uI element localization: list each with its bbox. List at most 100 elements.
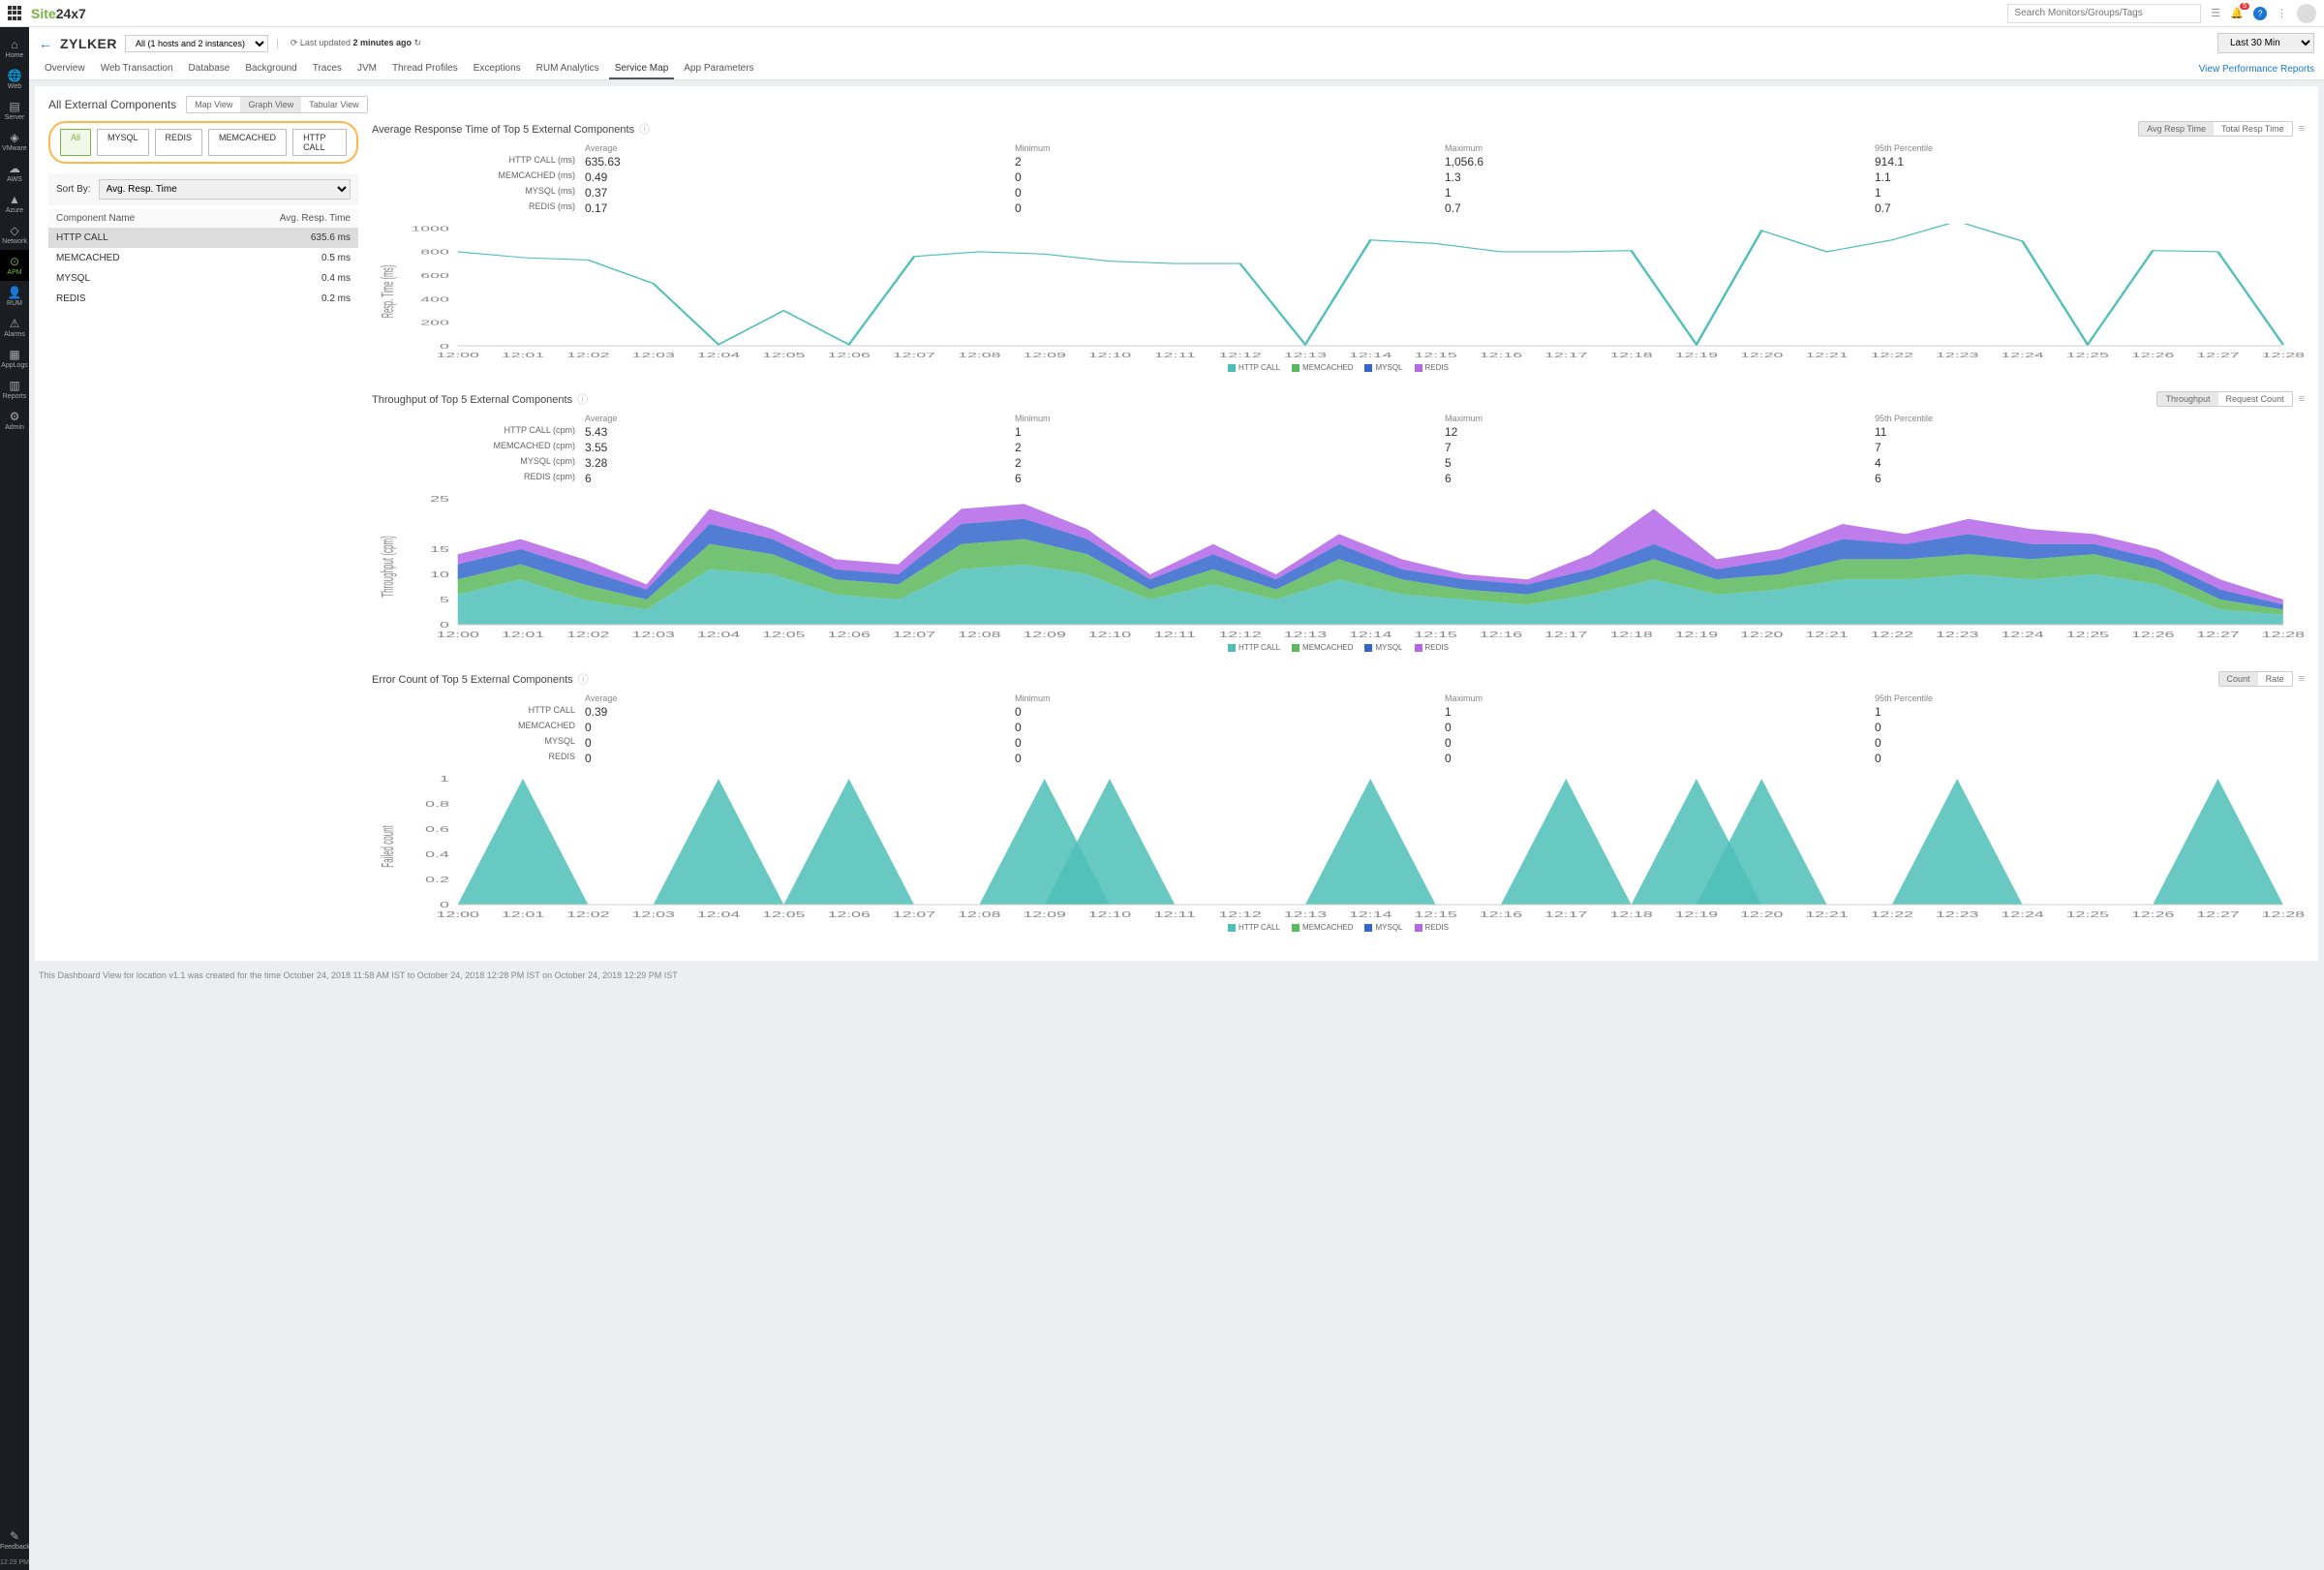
stats-value: 6 — [1875, 471, 2305, 486]
stats-col-header: 95th Percentile — [1875, 413, 2305, 424]
table-col-name: Component Name — [56, 213, 135, 224]
svg-text:12:15: 12:15 — [1414, 352, 1456, 359]
svg-text:12:12: 12:12 — [1218, 910, 1261, 919]
table-row[interactable]: MEMCACHED0.5 ms — [48, 248, 358, 268]
panel-title: All External Components — [48, 98, 176, 111]
alerts-icon[interactable]: 🔔5 — [2230, 7, 2244, 19]
svg-text:12:24: 12:24 — [2001, 352, 2044, 359]
chart-title: Average Response Time of Top 5 External … — [372, 121, 650, 137]
stats-row-label: MYSQL — [372, 735, 585, 751]
filter-pill-memcached[interactable]: MEMCACHED — [208, 129, 287, 156]
svg-text:12:14: 12:14 — [1349, 631, 1392, 639]
filter-pill-mysql[interactable]: MYSQL — [97, 129, 149, 156]
viewtab-tabular-view[interactable]: Tabular View — [301, 97, 366, 112]
back-arrow-icon[interactable]: ← — [39, 36, 52, 51]
last-updated-text: ⟳ Last updated 2 minutes ago ↻ — [290, 38, 421, 48]
stats-row-label: MEMCACHED — [372, 720, 585, 735]
sidebar-item-applogs[interactable]: ▦AppLogs — [0, 343, 29, 374]
sidebar-item-apm[interactable]: ⊙APM — [0, 250, 29, 281]
sidebar-feedback[interactable]: ✎Feedback — [0, 1524, 29, 1555]
sidebar-item-azure[interactable]: ▲Azure — [0, 188, 29, 219]
tab-traces[interactable]: Traces — [307, 59, 348, 79]
svg-text:12:01: 12:01 — [502, 631, 544, 639]
svg-text:12:27: 12:27 — [2196, 631, 2239, 639]
svg-text:1: 1 — [440, 775, 449, 784]
table-row[interactable]: MYSQL0.4 ms — [48, 268, 358, 289]
chart-tab[interactable]: Count — [2219, 672, 2258, 686]
tab-rum-analytics[interactable]: RUM Analytics — [531, 59, 605, 79]
chart-tab[interactable]: Rate — [2258, 672, 2292, 686]
chart-tab[interactable]: Throughput — [2157, 392, 2217, 406]
tab-exceptions[interactable]: Exceptions — [468, 59, 527, 79]
tab-overview[interactable]: Overview — [39, 59, 91, 79]
host-selector[interactable]: All (1 hosts and 2 instances) — [125, 35, 268, 52]
filter-pill-redis[interactable]: REDIS — [155, 129, 203, 156]
svg-text:12:01: 12:01 — [502, 910, 544, 919]
tab-background[interactable]: Background — [239, 59, 302, 79]
chart-tab[interactable]: Total Resp Time — [2214, 122, 2292, 136]
view-reports-link[interactable]: View Performance Reports — [2199, 64, 2314, 75]
table-row[interactable]: HTTP CALL635.6 ms — [48, 228, 358, 248]
stats-value: 6 — [585, 471, 1015, 486]
stats-row-label: MYSQL (ms) — [372, 185, 585, 200]
svg-text:12:00: 12:00 — [437, 352, 480, 359]
filter-pill-all[interactable]: All — [60, 129, 91, 156]
stats-value: 11 — [1875, 424, 2305, 440]
settings-icon[interactable]: ⋮ — [2277, 7, 2287, 19]
tab-app-parameters[interactable]: App Parameters — [678, 59, 759, 79]
filter-pill-http-call[interactable]: HTTP CALL — [292, 129, 347, 156]
help-icon[interactable]: ? — [2253, 7, 2267, 20]
page-title: ZYLKER — [60, 36, 117, 51]
svg-text:12:02: 12:02 — [566, 631, 609, 639]
stats-value: 0 — [1875, 720, 2305, 735]
svg-text:0.4: 0.4 — [425, 850, 449, 859]
svg-text:12:17: 12:17 — [1544, 631, 1587, 639]
svg-text:0.6: 0.6 — [425, 825, 449, 834]
chart-tab[interactable]: Request Count — [2218, 392, 2292, 406]
sidebar-item-home[interactable]: ⌂Home — [0, 33, 29, 64]
tab-database[interactable]: Database — [183, 59, 236, 79]
stats-value: 0 — [1015, 735, 1445, 751]
chart-tab[interactable]: Avg Resp Time — [2139, 122, 2214, 136]
global-search-input[interactable] — [2007, 4, 2201, 23]
svg-text:12:21: 12:21 — [1805, 352, 1848, 359]
svg-text:12:07: 12:07 — [893, 352, 935, 359]
svg-text:12:18: 12:18 — [1609, 910, 1653, 919]
viewtab-map-view[interactable]: Map View — [187, 97, 240, 112]
sidebar-item-vmware[interactable]: ◈VMware — [0, 126, 29, 157]
stats-col-header: Maximum — [1445, 142, 1875, 154]
svg-text:12:06: 12:06 — [827, 352, 870, 359]
svg-text:12:17: 12:17 — [1544, 910, 1587, 919]
sidebar-item-reports[interactable]: ▥Reports — [0, 374, 29, 405]
sidebar-item-web[interactable]: 🌐Web — [0, 64, 29, 95]
sidebar-item-rum[interactable]: 👤RUM — [0, 281, 29, 312]
viewtab-graph-view[interactable]: Graph View — [240, 97, 301, 112]
sidebar-item-network[interactable]: ◇Network — [0, 219, 29, 250]
table-row[interactable]: REDIS0.2 ms — [48, 289, 358, 309]
sidebar-item-aws[interactable]: ☁AWS — [0, 157, 29, 188]
stats-value: 0.37 — [585, 185, 1015, 200]
notifications-icon[interactable]: ☰ — [2211, 7, 2220, 19]
chart-menu-icon[interactable]: ≡ — [2299, 673, 2305, 685]
stats-value: 0 — [585, 735, 1015, 751]
tab-service-map[interactable]: Service Map — [609, 59, 675, 79]
chart-legend: HTTP CALLMEMCACHEDMYSQLREDIS — [372, 363, 2305, 372]
svg-text:12:20: 12:20 — [1740, 631, 1784, 639]
timerange-selector[interactable]: Last 30 Min — [2217, 33, 2314, 53]
svg-text:12:10: 12:10 — [1088, 910, 1132, 919]
chart-menu-icon[interactable]: ≡ — [2299, 393, 2305, 405]
svg-text:12:09: 12:09 — [1023, 352, 1065, 359]
tab-web-transaction[interactable]: Web Transaction — [95, 59, 179, 79]
sort-select[interactable]: Avg. Resp. Time — [99, 179, 351, 200]
chart-menu-icon[interactable]: ≡ — [2299, 123, 2305, 135]
apps-grid-icon[interactable] — [8, 6, 23, 21]
tab-jvm[interactable]: JVM — [352, 59, 382, 79]
stats-value: 0 — [1015, 720, 1445, 735]
sidebar-item-alarms[interactable]: ⚠Alarms — [0, 312, 29, 343]
sidebar-item-server[interactable]: ▤Server — [0, 95, 29, 126]
user-avatar[interactable] — [2297, 4, 2316, 23]
svg-text:400: 400 — [420, 295, 449, 303]
sidebar-item-admin[interactable]: ⚙Admin — [0, 405, 29, 436]
svg-text:0: 0 — [440, 621, 449, 630]
tab-thread-profiles[interactable]: Thread Profiles — [386, 59, 464, 79]
